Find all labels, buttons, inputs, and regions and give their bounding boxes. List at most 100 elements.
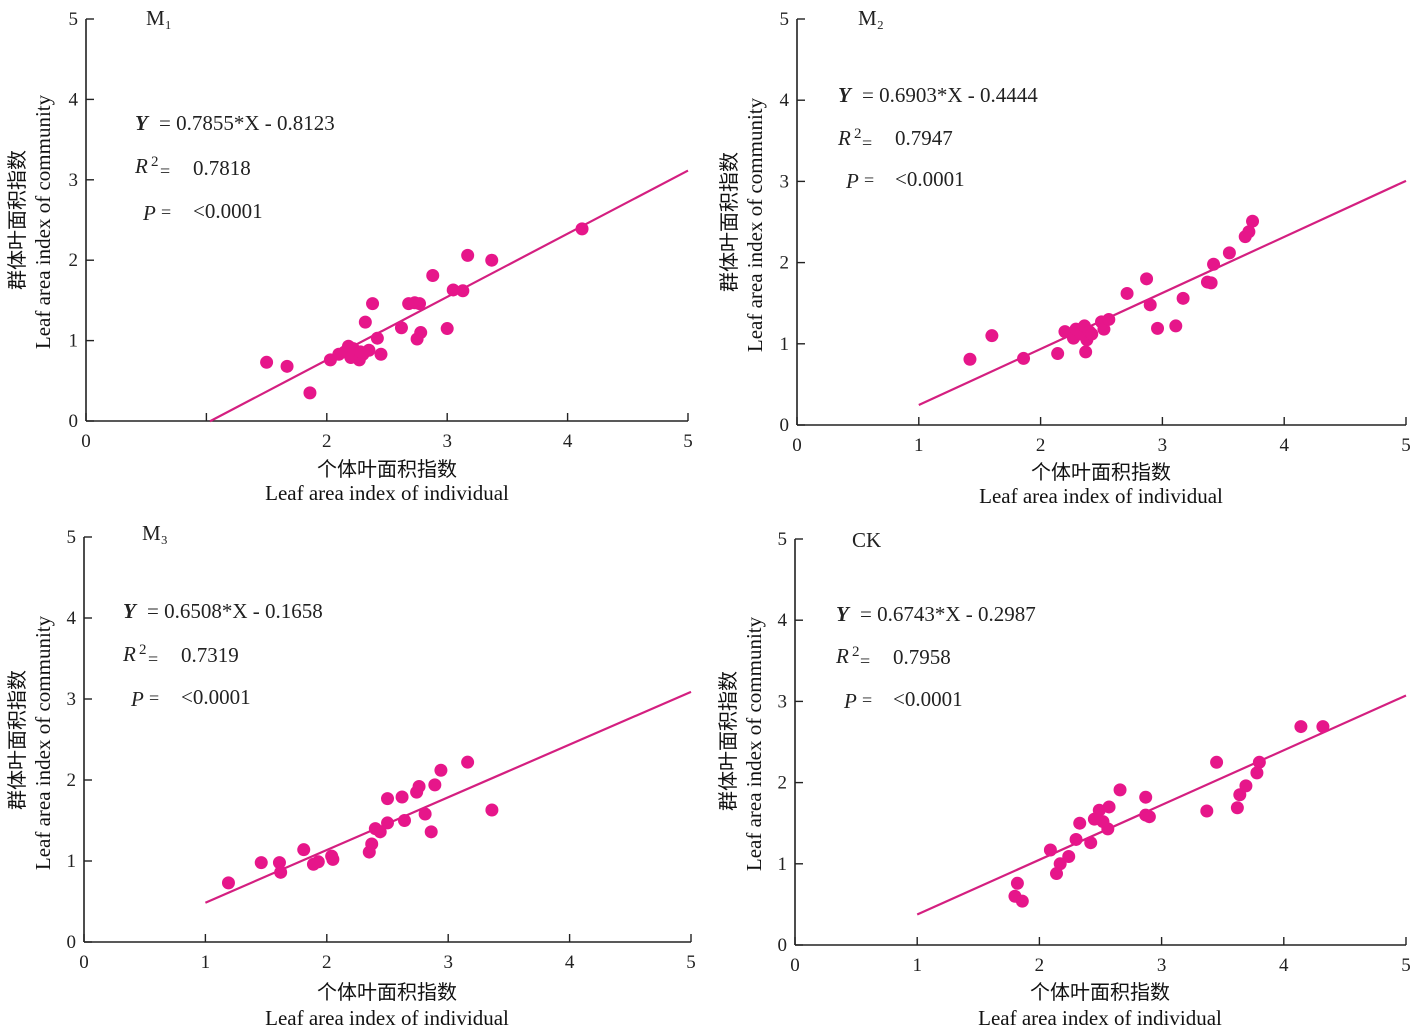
y-tick-label: 0 xyxy=(67,932,77,953)
data-point xyxy=(1204,276,1218,290)
y-tick-label: 0 xyxy=(69,411,79,432)
data-point xyxy=(1120,286,1134,300)
data-point xyxy=(1092,803,1106,817)
x-tick-label: 0 xyxy=(79,952,89,973)
x-axis-label-cn: 个体叶面积指数 xyxy=(317,980,457,1004)
data-point xyxy=(413,297,427,311)
y-tick-label: 3 xyxy=(69,170,79,191)
x-tick-label: 5 xyxy=(683,431,693,452)
data-point xyxy=(311,855,325,869)
panel-title: M₃ xyxy=(142,521,168,545)
data-point xyxy=(418,807,432,821)
x-axis-label-en: Leaf area index of individual xyxy=(979,484,1223,508)
y-axis-label-cn: 群体叶面积指数 xyxy=(716,671,740,811)
x-tick-label: 1 xyxy=(914,435,924,456)
x-tick-label: 0 xyxy=(792,435,802,456)
data-point xyxy=(381,816,394,830)
x-tick-label: 2 xyxy=(1036,435,1046,456)
data-point xyxy=(575,222,589,236)
panel-title: CK xyxy=(852,528,881,552)
data-point xyxy=(394,321,408,335)
data-point xyxy=(485,253,499,267)
y-tick-label: 1 xyxy=(67,851,77,872)
y-tick-label: 5 xyxy=(780,9,790,30)
y-tick-label: 1 xyxy=(69,331,79,352)
data-point xyxy=(1210,755,1224,769)
data-point xyxy=(1140,272,1154,286)
data-point xyxy=(963,352,977,366)
y-tick-label: 5 xyxy=(67,527,77,548)
y-tick-label: 5 xyxy=(778,529,788,550)
y-tick-label: 2 xyxy=(69,250,79,271)
y-tick-label: 2 xyxy=(67,770,77,791)
regression-line xyxy=(209,169,689,423)
r2-value: 0.7958 xyxy=(893,645,951,669)
panel-title: M₁ xyxy=(146,6,172,30)
y-tick-label: 2 xyxy=(778,773,788,794)
regression-line xyxy=(204,690,692,904)
y-tick-label: 0 xyxy=(778,935,788,956)
data-point xyxy=(374,347,388,361)
p-value: <0.0001 xyxy=(895,167,965,191)
data-point xyxy=(1200,804,1214,818)
equation-lhs: Y xyxy=(135,111,150,135)
data-point xyxy=(1069,832,1083,846)
data-point xyxy=(440,322,454,336)
r2-value: 0.7319 xyxy=(181,643,239,667)
data-point xyxy=(272,856,286,870)
y-axis-label-cn: 群体叶面积指数 xyxy=(5,150,29,290)
data-point xyxy=(1102,800,1116,814)
x-tick-label: 4 xyxy=(1279,435,1289,456)
x-tick-label: 2 xyxy=(322,952,332,973)
x-tick-label: 5 xyxy=(686,952,696,973)
y-tick-label: 3 xyxy=(780,171,790,192)
x-axis-label-en: Leaf area index of individual xyxy=(265,481,509,505)
y-tick-label: 5 xyxy=(69,9,79,30)
p-equals: = xyxy=(862,690,872,710)
data-point xyxy=(1169,319,1183,333)
p-equals: = xyxy=(149,688,159,708)
data-point xyxy=(1246,214,1260,228)
x-tick-label: 5 xyxy=(1401,435,1411,456)
data-point xyxy=(434,763,448,777)
data-point xyxy=(456,284,470,298)
r2-superscript: 2 xyxy=(139,642,147,658)
data-point xyxy=(461,755,475,769)
p-label: P xyxy=(843,689,857,713)
data-point xyxy=(326,852,340,866)
y-axis-label-en: Leaf area index of community xyxy=(743,97,767,352)
data-point xyxy=(395,790,409,804)
y-axis-label-en: Leaf area index of community xyxy=(31,94,55,349)
r2-value: 0.7947 xyxy=(895,126,953,150)
data-point xyxy=(397,814,411,827)
data-point xyxy=(414,326,428,340)
data-point xyxy=(1250,766,1264,780)
r2-superscript: 2 xyxy=(852,644,860,660)
x-tick-label: 4 xyxy=(563,431,573,452)
data-point xyxy=(1017,351,1031,365)
data-point xyxy=(1207,257,1221,271)
y-tick-label: 1 xyxy=(780,334,790,355)
data-point xyxy=(1102,312,1116,326)
data-point xyxy=(1043,843,1057,857)
data-point xyxy=(426,268,440,282)
data-point xyxy=(985,329,999,343)
equation-lhs: Y xyxy=(836,602,851,626)
data-point xyxy=(1316,720,1330,734)
equation-lhs: Y xyxy=(838,83,853,107)
r2-label: R xyxy=(122,642,136,666)
data-point xyxy=(1294,720,1308,734)
data-point xyxy=(366,297,380,311)
data-point xyxy=(1143,298,1157,312)
x-tick-label: 4 xyxy=(565,952,575,973)
r2-superscript: 2 xyxy=(854,126,862,142)
data-point xyxy=(280,359,294,373)
data-point xyxy=(1015,894,1029,908)
r2-equals: = xyxy=(862,133,872,153)
data-point xyxy=(461,248,475,262)
y-tick-label: 4 xyxy=(778,610,788,631)
